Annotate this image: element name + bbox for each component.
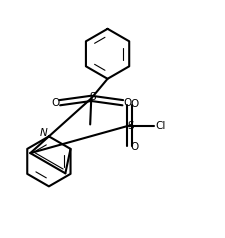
Text: S: S — [126, 120, 133, 130]
Text: O: O — [122, 98, 131, 108]
Text: N: N — [39, 128, 47, 138]
Text: O: O — [51, 98, 59, 108]
Text: Cl: Cl — [155, 120, 165, 130]
Text: S: S — [89, 92, 95, 102]
Text: O: O — [130, 142, 138, 152]
Text: O: O — [130, 99, 138, 109]
